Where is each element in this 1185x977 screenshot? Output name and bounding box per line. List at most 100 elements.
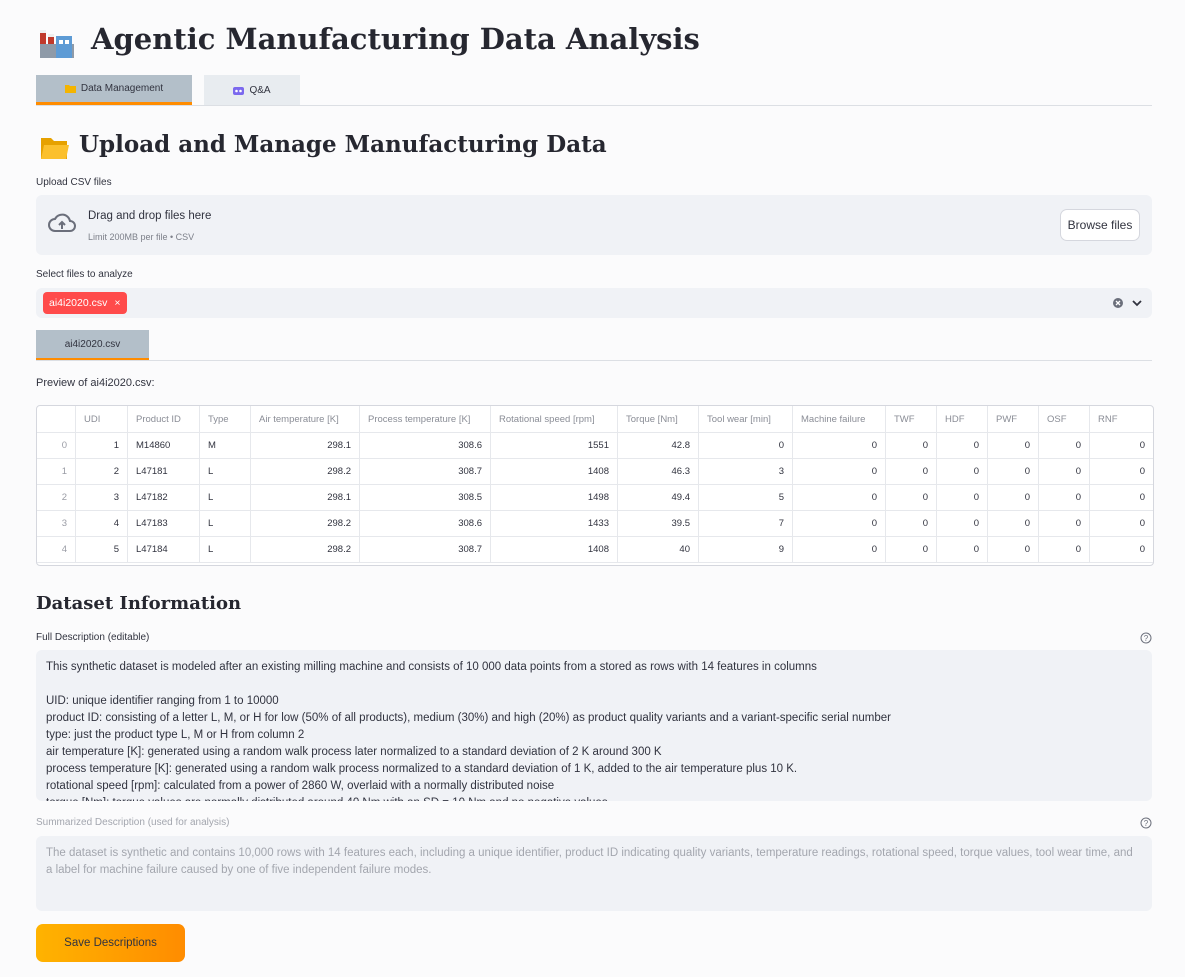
full-desc-textarea[interactable]: This synthetic dataset is modeled after … xyxy=(36,650,1152,801)
table-row: 0 1 M14860 M 298.1 308.6 1551 42.8 0 0 0 0 0 0 0 xyxy=(37,432,1153,459)
table-cell: 0 xyxy=(792,432,886,459)
column-header: Type xyxy=(199,406,251,433)
column-header: Torque [Nm] xyxy=(617,406,699,433)
table-cell: 0 xyxy=(1038,484,1090,511)
table-cell: 298.2 xyxy=(250,458,360,485)
table-cell: 0 xyxy=(1038,536,1090,563)
table-cell: M xyxy=(199,432,251,459)
table-cell: 0 xyxy=(698,432,793,459)
table-cell: 0 xyxy=(1089,484,1153,511)
desc-line: This synthetic dataset is modeled after … xyxy=(46,661,817,673)
table-cell: 0 xyxy=(936,484,988,511)
column-header: Machine failure xyxy=(792,406,886,433)
desc-line: torque [Nm]: torque values are normally … xyxy=(46,795,1142,801)
table-cell: 0 xyxy=(936,510,988,537)
desc-line: UID: unique identifier ranging from 1 to… xyxy=(46,695,279,707)
table-cell: 42.8 xyxy=(617,432,699,459)
table-cell: L47184 xyxy=(127,536,200,563)
table-cell: 3 xyxy=(75,484,128,511)
chip-label: ai4i2020.csv xyxy=(49,297,108,309)
table-frame: UDI Product ID Type Air temperature [K] Proc… xyxy=(36,405,1154,566)
table-cell: L xyxy=(199,484,251,511)
desc-line: process temperature [K]: generated using… xyxy=(46,763,798,775)
table-cell: 0 xyxy=(987,536,1039,563)
header-row: UDI Product ID Type Air temperature [K] Proc… xyxy=(37,406,1153,433)
table-cell: 1 xyxy=(75,432,128,459)
table-cell: 40 xyxy=(617,536,699,563)
table-row: 3 4 L47183 L 298.2 308.6 1433 39.5 7 0 0 0 0 0 0 xyxy=(37,510,1153,537)
table-cell: 49.4 xyxy=(617,484,699,511)
row-index: 2 xyxy=(37,484,76,511)
table-cell: M14860 xyxy=(127,432,200,459)
svg-text:?: ? xyxy=(1144,634,1149,643)
svg-text:?: ? xyxy=(1144,819,1149,828)
table-cell: 308.7 xyxy=(359,536,491,563)
table-cell: 0 xyxy=(885,510,937,537)
data-table: UDI Product ID Type Air temperature [K] Proc… xyxy=(37,406,1153,563)
table-cell: 308.6 xyxy=(359,432,491,459)
row-index: 3 xyxy=(37,510,76,537)
column-header: Rotational speed [rpm] xyxy=(490,406,618,433)
tab[interactable]: Q&A xyxy=(204,75,300,105)
select-controls xyxy=(1113,298,1142,308)
table-cell: 46.3 xyxy=(617,458,699,485)
save-button[interactable]: Save Descriptions xyxy=(36,924,185,962)
chip-remove[interactable]: × xyxy=(114,297,121,309)
table-cell: 0 xyxy=(792,458,886,485)
table-cell: L47183 xyxy=(127,510,200,537)
folder-icon xyxy=(41,138,69,159)
table-cell: 0 xyxy=(792,484,886,511)
table-cell: 0 xyxy=(987,484,1039,511)
table-cell: 298.1 xyxy=(250,432,360,459)
table-cell: 0 xyxy=(792,536,886,563)
table-cell: 308.6 xyxy=(359,510,491,537)
index-header xyxy=(37,406,76,433)
browse-button[interactable]: Browse files xyxy=(1060,209,1140,241)
tab-label: ai4i2020.csv xyxy=(64,338,121,350)
info-title: Dataset Information xyxy=(36,593,242,614)
table-cell: 2 xyxy=(75,458,128,485)
help-icon[interactable]: ? xyxy=(1140,817,1152,829)
table-row: 1 2 L47181 L 298.2 308.7 1408 46.3 3 0 0 0 0 0 0 xyxy=(37,458,1153,485)
limit-text: Limit 200MB per file • CSV xyxy=(88,232,195,242)
uploader-label: Upload CSV files xyxy=(36,177,112,188)
table-cell: 1498 xyxy=(490,484,618,511)
table-cell: L xyxy=(199,510,251,537)
table-cell: 1551 xyxy=(490,432,618,459)
cloud-icon xyxy=(48,213,76,232)
table-cell: 0 xyxy=(1038,458,1090,485)
column-header: Process temperature [K] xyxy=(359,406,491,433)
dropzone[interactable]: Drag and drop files here Limit 200MB per… xyxy=(36,195,1152,255)
table-cell: 298.1 xyxy=(250,484,360,511)
table-cell: L xyxy=(199,458,251,485)
file-tab[interactable]: ai4i2020.csv xyxy=(36,330,149,361)
row-index: 1 xyxy=(37,458,76,485)
column-header: UDI xyxy=(75,406,128,433)
folder-icon xyxy=(64,85,76,93)
table-cell: 5 xyxy=(698,484,793,511)
help-icon[interactable]: ? xyxy=(1140,632,1152,644)
multiselect[interactable]: ai4i2020.csv × xyxy=(36,288,1152,318)
table-cell: 0 xyxy=(987,458,1039,485)
page-title: Agentic Manufacturing Data Analysis xyxy=(91,22,700,56)
table-cell: 39.5 xyxy=(617,510,699,537)
table-cell: 0 xyxy=(792,510,886,537)
table-row: 2 3 L47182 L 298.1 308.5 1498 49.4 5 0 0 0 0 0 0 xyxy=(37,484,1153,511)
table-cell: 3 xyxy=(698,458,793,485)
table-cell: 0 xyxy=(1089,536,1153,563)
table-row: 4 5 L47184 L 298.2 308.7 1408 40 9 0 0 0 0 0 0 xyxy=(37,536,1153,563)
file-chip[interactable]: ai4i2020.csv × xyxy=(43,292,127,314)
table-cell: 0 xyxy=(885,484,937,511)
table-cell: 1433 xyxy=(490,510,618,537)
table-cell: 298.2 xyxy=(250,536,360,563)
preview-caption: Preview of ai4i2020.csv: xyxy=(36,377,155,389)
table-cell: L xyxy=(199,536,251,563)
tab-label: Q&A xyxy=(249,84,271,96)
divider xyxy=(36,360,1152,361)
table-cell: 9 xyxy=(698,536,793,563)
table-cell: 0 xyxy=(885,458,937,485)
desc-line: type: just the product type L, M or H fr… xyxy=(46,729,305,741)
tab-active[interactable]: Data Management xyxy=(36,75,192,105)
robot-icon xyxy=(233,86,245,95)
table-cell: L47182 xyxy=(127,484,200,511)
